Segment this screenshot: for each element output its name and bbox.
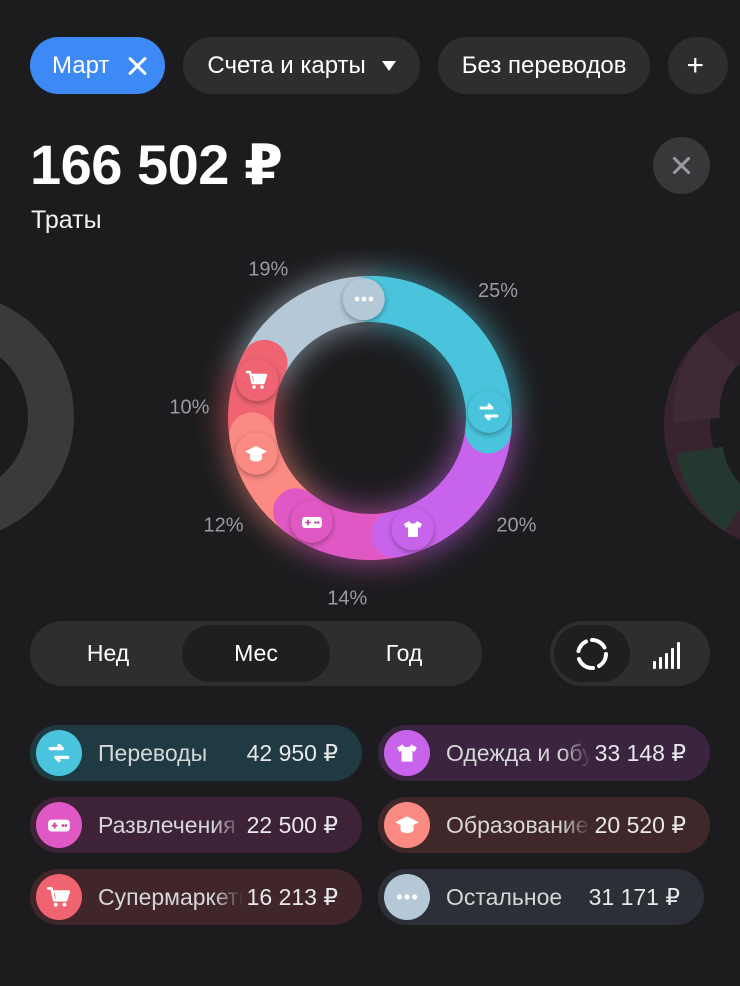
category-name: Остальное [446,883,563,910]
category-amount: 31 171 ₽ [588,883,680,910]
graduation-cap-icon [384,802,430,848]
category-chip-entertainment[interactable]: Развлечения 22 500 ₽ [30,797,362,853]
close-button[interactable] [653,137,710,194]
month-filter-label: Март [52,51,110,79]
bar-chart-icon [653,641,680,669]
donut-gamepad-icon [290,500,333,543]
spending-donut-chart: 25% 20% 14% 12% 10% 19% [0,258,740,610]
category-name: Развлечения [98,811,236,838]
percent-label: 20% [496,514,536,536]
transfers-filter-chip[interactable]: Без переводов [437,37,651,94]
category-name: Переводы [98,739,208,766]
filter-chips: Март Счета и карты Без переводов + [30,37,729,94]
close-icon[interactable] [127,56,147,76]
category-amount: 33 148 ₽ [594,739,686,766]
month-filter-chip[interactable]: Март [30,37,166,94]
donut-chart-icon [576,637,608,670]
cart-icon [36,874,82,920]
donut-graduation-cap-icon [235,432,278,475]
chart-view-toggle [550,621,710,686]
period-week-tab[interactable]: Нед [86,640,130,666]
category-chip-supermarkets[interactable]: Супермаркеты 16 213 ₽ [30,869,362,925]
bar-view-button[interactable] [630,625,706,682]
category-amount: 20 520 ₽ [594,811,686,838]
donut-tshirt-icon [391,508,434,551]
donut-cart-icon [236,359,279,402]
total-amount: 166 502 ₽ [30,133,283,196]
accounts-filter-label: Счета и карты [207,51,366,79]
category-name: Супермаркеты [98,883,243,910]
arrows-icon [36,730,82,776]
total-amount-label: Траты [31,206,102,234]
category-chip-transfers[interactable]: Переводы 42 950 ₽ [30,725,362,781]
percent-label: 10% [169,397,209,419]
percent-label: 19% [248,258,288,280]
category-name: Образование [446,811,589,838]
category-chip-clothing[interactable]: Одежда и обувь 33 148 ₽ [378,725,710,781]
donut-arrows-icon [467,390,510,433]
category-chip-other[interactable]: Остальное 31 171 ₽ [378,869,704,925]
period-year-tab[interactable]: Год [385,640,423,666]
donut-dots-icon [342,278,385,321]
category-amount: 16 213 ₽ [246,883,338,910]
gamepad-icon [36,802,82,848]
period-switch: Нед Мес Год [30,621,482,686]
next-month-donut[interactable] [664,310,740,540]
dots-icon [384,874,430,920]
donut-view-button[interactable] [554,625,630,682]
period-month-tab[interactable]: Мес [182,625,330,682]
plus-icon: + [686,48,705,82]
category-name: Одежда и обувь [446,739,591,766]
category-amount: 22 500 ₽ [246,811,338,838]
category-amount: 42 950 ₽ [246,739,338,766]
percent-label: 12% [204,514,244,536]
chevron-down-icon [381,60,396,71]
add-filter-chip[interactable]: + [668,37,729,94]
percent-label: 14% [327,588,367,610]
prev-month-donut[interactable] [0,303,74,531]
percent-label: 25% [478,280,518,302]
category-chip-education[interactable]: Образование 20 520 ₽ [378,797,710,853]
tshirt-icon [384,730,430,776]
transfers-filter-label: Без переводов [461,51,627,79]
accounts-filter-chip[interactable]: Счета и карты [183,37,420,94]
